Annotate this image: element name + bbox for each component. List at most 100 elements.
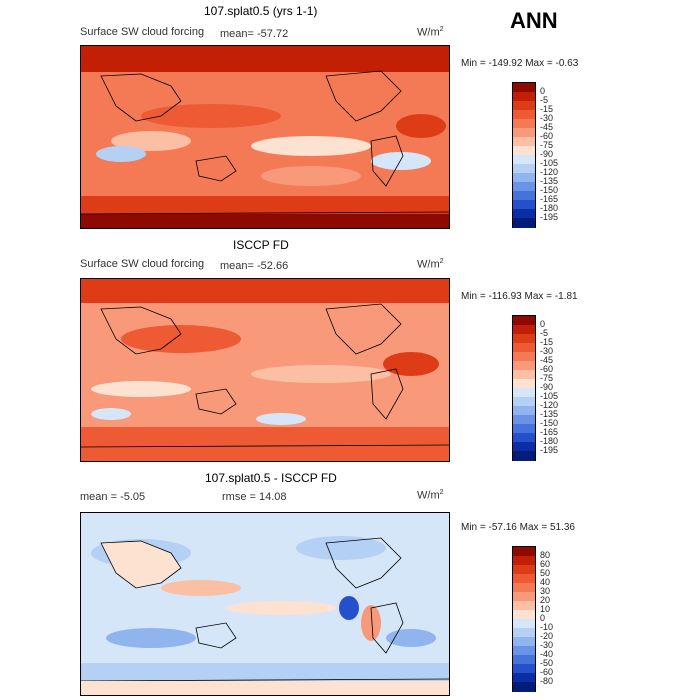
colorbar-swatch [513, 388, 535, 398]
colorbar-swatch [513, 574, 535, 584]
panel3-field-peru [361, 605, 381, 641]
panel3-field-pink-wpac [161, 580, 241, 596]
panel2-title: ISCCP FD [233, 238, 289, 252]
colorbar-tick-label: -90 [540, 381, 554, 392]
colorbar-swatch [513, 173, 535, 183]
colorbar-swatch [513, 415, 535, 425]
colorbar-tick-label: -150 [540, 417, 559, 428]
panel3-mean: mean = -5.05 [80, 491, 145, 503]
colorbar-tick-label: -5 [540, 94, 549, 105]
panel3-units-text: W/m [417, 489, 440, 502]
panel2-field-sio [91, 381, 191, 397]
panel2-max-value: -1.81 [554, 291, 578, 302]
colorbar-tick-label: -165 [540, 426, 559, 437]
panel1-min-label: Min = [461, 58, 486, 69]
panel1-coast-eurasia [100, 73, 182, 122]
colorbar-tick-label: -40 [540, 648, 554, 659]
colorbar-tick-label: -75 [540, 139, 554, 150]
colorbar-tick-label: -5 [540, 327, 549, 338]
panel1-minmax: Min = -149.92 Max = -0.63 [461, 58, 578, 69]
panel1-coast-australia [195, 155, 237, 182]
panel3-min-value: -57.16 [488, 522, 517, 533]
colorbar-tick-label: -80 [540, 675, 554, 686]
panel2-field-atl [383, 352, 439, 376]
panel1-min-value: -149.92 [488, 58, 523, 69]
colorbar-swatch [513, 547, 535, 557]
colorbar-tick-label: -165 [540, 193, 559, 204]
panel1-units-exp: 2 [439, 26, 444, 33]
colorbar-swatch [513, 316, 535, 326]
panel1-field-spac [261, 166, 361, 186]
colorbar-tick-label: -60 [540, 130, 554, 141]
panel1-map-svg [81, 46, 449, 228]
colorbar-tick-label: -180 [540, 202, 559, 213]
colorbar-swatch [513, 370, 535, 380]
panel2-field-blue2 [256, 413, 306, 425]
panel3-field-deep-blue [339, 596, 359, 620]
colorbar-tick-label: 0 [540, 85, 546, 96]
colorbar-tick-label: -15 [540, 336, 554, 347]
panel1-units: W/m2 [417, 26, 444, 39]
panel3-max-label: Max = [519, 522, 548, 533]
colorbar-tick-label: -75 [540, 372, 554, 383]
panel1-field-atl [396, 114, 446, 138]
colorbar-swatch [513, 583, 535, 593]
colorbar-tick-label: -105 [540, 390, 559, 401]
season-label: ANN [510, 8, 558, 33]
colorbar-tick-label: -45 [540, 121, 554, 132]
colorbar-swatch [513, 92, 535, 102]
colorbar-tick-label: -30 [540, 345, 554, 356]
colorbar-tick-label: -150 [540, 184, 559, 195]
colorbar-swatch [513, 182, 535, 192]
colorbar-tick-label: -30 [540, 639, 554, 650]
panel1-field-antarctic [81, 214, 449, 228]
panel3-mean-label: mean = [80, 491, 117, 503]
panel2-variable: Surface SW cloud forcing [80, 258, 205, 270]
panel2-max-label: Max = [524, 291, 552, 302]
colorbar-swatch [513, 128, 535, 138]
panel3-title: 107.splat0.5 - ISCCP FD [205, 471, 337, 485]
panel2-field-southern [81, 427, 449, 461]
colorbar-swatch [513, 191, 535, 201]
panel3-units-exp: 2 [439, 489, 444, 496]
colorbar-swatch [513, 361, 535, 371]
panel3-units: W/m2 [417, 489, 444, 502]
panel1-field-iocean [111, 131, 191, 151]
colorbar-swatch [513, 451, 535, 461]
colorbar-tick-label: 10 [540, 603, 551, 614]
panel2-map-svg [81, 279, 449, 461]
panel3-coast-antarctica [81, 678, 449, 682]
colorbar-tick-label: -105 [540, 157, 559, 168]
panel2-mean-label: mean= [220, 260, 254, 272]
panel2-field-npac [121, 325, 241, 353]
panel1-max-value: -0.63 [555, 58, 579, 69]
colorbar-tick-label: -45 [540, 354, 554, 365]
panel2-field-epac [251, 365, 391, 383]
panel3-field-blue-na [296, 536, 386, 560]
colorbar-swatch [513, 397, 535, 407]
colorbar-swatch [513, 433, 535, 443]
colorbar-swatch [513, 619, 535, 629]
panel3-coast-namerica [325, 537, 402, 589]
colorbar-swatch [513, 325, 535, 335]
colorbar-tick-label: -10 [540, 621, 554, 632]
panel3-mean-value: -5.05 [120, 491, 146, 503]
colorbar-swatch [513, 164, 535, 174]
colorbar-swatch [513, 682, 535, 692]
colorbar-tick-label: -135 [540, 408, 559, 419]
panel2-coast-eurasia [100, 306, 182, 355]
panel2-coast-namerica [325, 303, 402, 355]
colorbar-tick-label: -90 [540, 148, 554, 159]
colorbar-tick-label: -15 [540, 103, 554, 114]
panel2-coast-samerica [370, 368, 404, 420]
colorbar-tick-label: -195 [540, 211, 559, 222]
colorbar-tick-label: -180 [540, 435, 559, 446]
panel2-minmax: Min = -116.93 Max = -1.81 [461, 291, 578, 302]
panel1-units-text: W/m [417, 26, 440, 39]
panel3-rmse: rmse = 14.08 [222, 491, 287, 503]
panel3-min-label: Min = [461, 522, 486, 533]
colorbar-tick-label: 30 [540, 585, 551, 596]
panel3-rmse-label: rmse = [222, 491, 256, 503]
panel1-coast-antarctica [81, 211, 449, 215]
panel3-map-svg [81, 513, 449, 695]
